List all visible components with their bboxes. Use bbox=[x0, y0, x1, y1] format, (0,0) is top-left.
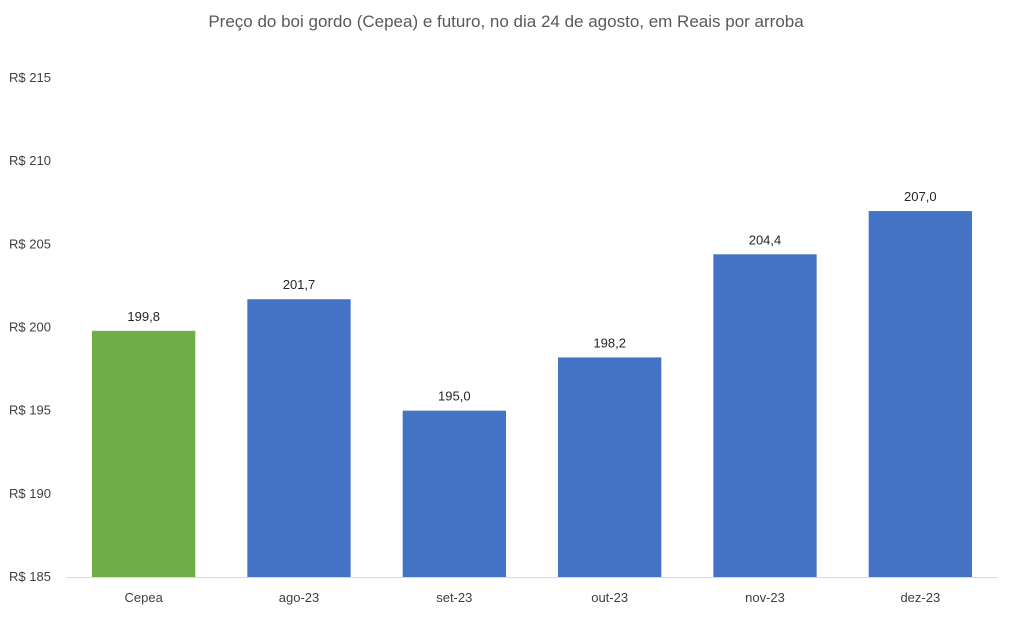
x-tick-label: out-23 bbox=[591, 590, 628, 605]
data-label: 204,4 bbox=[749, 232, 782, 247]
bars: 199,8 201,7 195,0 198,2 204,4 207,0 bbox=[92, 189, 972, 578]
y-tick-label: R$ 195 bbox=[9, 403, 51, 418]
x-tick-label: ago-23 bbox=[279, 590, 319, 605]
x-tick-label: Cepea bbox=[125, 590, 164, 605]
x-axis: Cepea ago-23 set-23 out-23 nov-23 dez-23 bbox=[125, 590, 941, 605]
bar bbox=[402, 410, 506, 577]
y-axis: R$ 185 R$ 190 R$ 195 R$ 200 R$ 205 R$ 210 R$ 2… bbox=[9, 70, 51, 584]
bar bbox=[92, 330, 196, 577]
data-label: 198,2 bbox=[593, 335, 626, 350]
y-tick-label: R$ 190 bbox=[9, 486, 51, 501]
bar bbox=[713, 254, 817, 577]
chart-title: Preço do boi gordo (Cepea) e futuro, no … bbox=[208, 12, 804, 31]
data-label: 199,8 bbox=[127, 309, 160, 324]
bar bbox=[247, 299, 351, 577]
y-tick-label: R$ 210 bbox=[9, 153, 51, 168]
bar bbox=[868, 211, 972, 578]
y-tick-label: R$ 205 bbox=[9, 236, 51, 251]
x-tick-label: nov-23 bbox=[745, 590, 785, 605]
bar bbox=[558, 357, 662, 577]
y-tick-label: R$ 200 bbox=[9, 320, 51, 335]
data-label: 195,0 bbox=[438, 389, 471, 404]
data-label: 201,7 bbox=[283, 277, 316, 292]
data-label: 207,0 bbox=[904, 189, 937, 204]
x-tick-label: dez-23 bbox=[900, 590, 940, 605]
y-tick-label: R$ 215 bbox=[9, 70, 51, 85]
y-tick-label: R$ 185 bbox=[9, 569, 51, 584]
x-tick-label: set-23 bbox=[436, 590, 472, 605]
